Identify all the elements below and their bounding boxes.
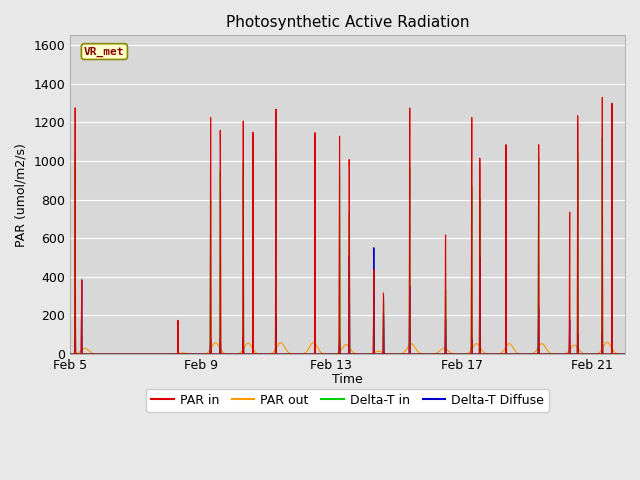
Title: Photosynthetic Active Radiation: Photosynthetic Active Radiation xyxy=(226,15,469,30)
Legend: PAR in, PAR out, Delta-T in, Delta-T Diffuse: PAR in, PAR out, Delta-T in, Delta-T Dif… xyxy=(146,389,549,412)
Y-axis label: PAR (umol/m2/s): PAR (umol/m2/s) xyxy=(15,143,28,247)
Text: VR_met: VR_met xyxy=(84,47,125,57)
X-axis label: Time: Time xyxy=(332,373,363,386)
